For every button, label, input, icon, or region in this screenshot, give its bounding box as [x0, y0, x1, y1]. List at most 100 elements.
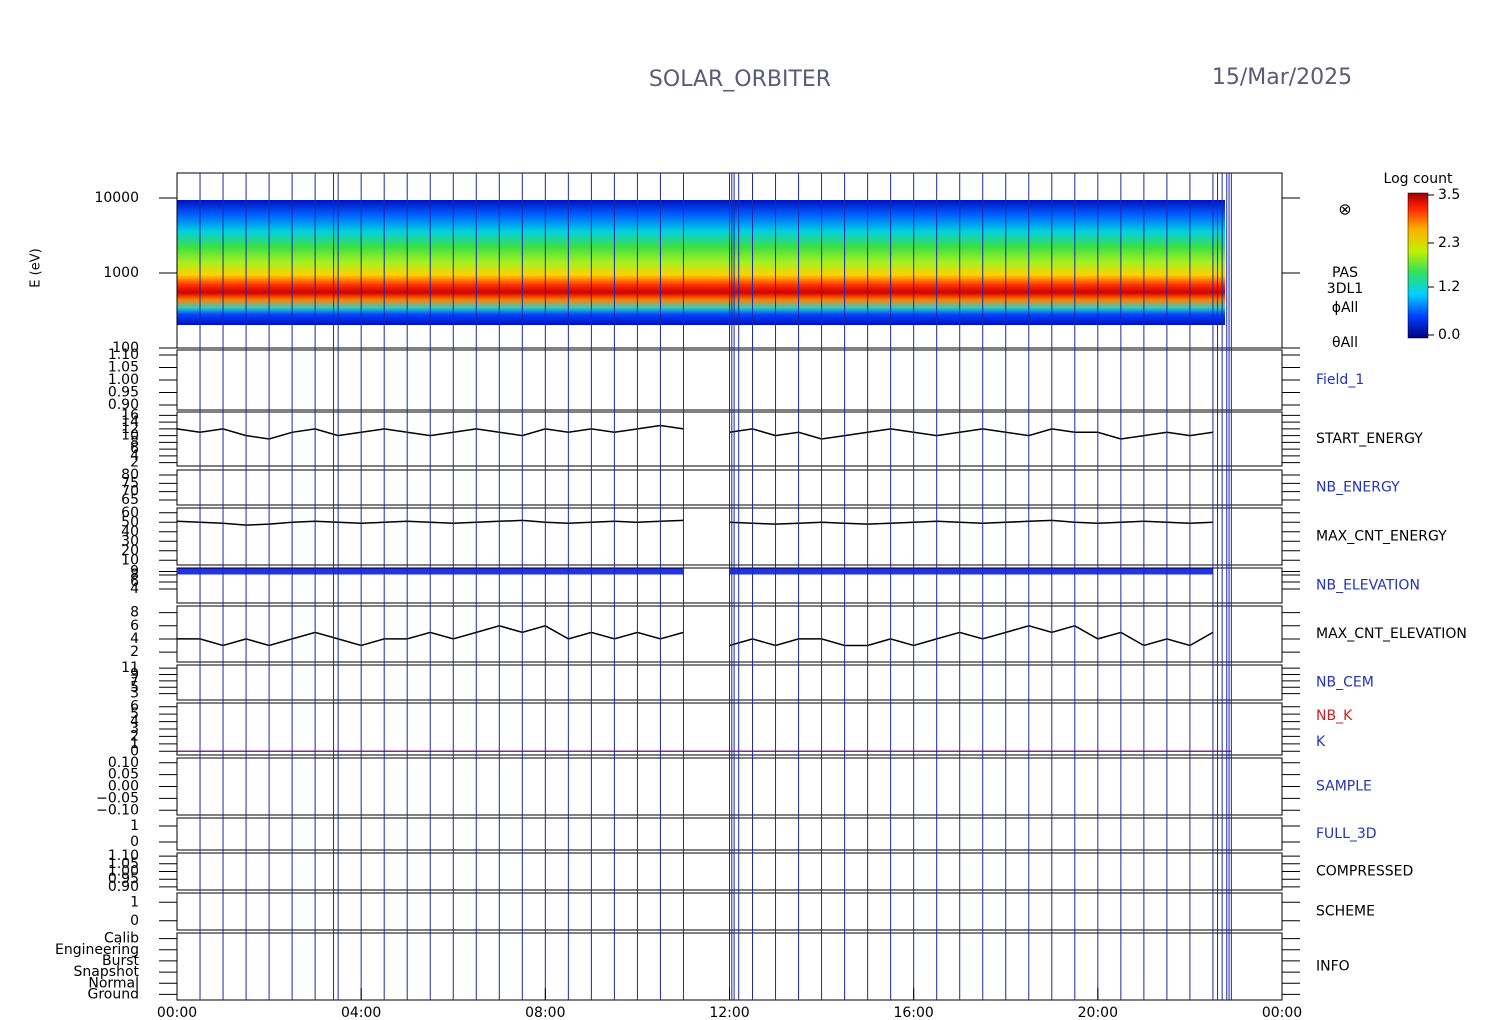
- y-tick-label: Snapshot: [74, 964, 140, 980]
- y-tick-label: 0: [130, 834, 139, 850]
- panel-label: SAMPLE: [1316, 779, 1372, 795]
- y-tick-label: 2: [130, 455, 139, 471]
- x-tick-label: 12:00: [709, 1005, 749, 1020]
- y-tick-label: Calib: [104, 931, 139, 947]
- symbol: ⊗: [1338, 200, 1351, 219]
- panel-label: NB_ENERGY: [1316, 480, 1400, 496]
- y-tick-label: 10000: [94, 190, 139, 206]
- y-tick-label: 1: [130, 894, 139, 910]
- y-tick-label: 1.00: [108, 372, 139, 388]
- y-tick-label: 6: [130, 699, 139, 715]
- y-tick-label: 1000: [103, 265, 139, 281]
- panel-label: Field_1: [1316, 372, 1364, 388]
- trace: [729, 624, 1214, 647]
- y-tick-label: 11: [121, 660, 139, 676]
- x-tick-label: 00:00: [157, 1005, 197, 1020]
- y-tick-label: 6: [130, 618, 139, 634]
- y-tick-label: Normal: [88, 975, 139, 991]
- colorbar-tick-label: 0.0: [1438, 327, 1460, 343]
- panel-label: SCHEME: [1316, 904, 1375, 920]
- y-tick-label: 8: [130, 605, 139, 621]
- panel-label: START_ENERGY: [1316, 431, 1423, 447]
- y-tick-label: 1.00: [108, 864, 139, 880]
- y-tick-label: 9: [130, 564, 139, 580]
- y-tick-label: 0.00: [108, 779, 139, 795]
- y-tick-label: 1: [130, 736, 139, 752]
- y-tick-label: 0.90: [108, 397, 139, 413]
- panel-label: FULL_3D: [1316, 826, 1377, 842]
- panel-label: NB_CEM: [1316, 675, 1374, 691]
- y-tick-label: 8: [130, 567, 139, 583]
- y-tick-label: 70: [121, 484, 139, 500]
- y-tick-label: 3: [130, 721, 139, 737]
- colorbar-tick-label: 1.2: [1438, 279, 1460, 295]
- panel-label: MAX_CNT_ELEVATION: [1316, 626, 1467, 642]
- y-tick-label: −0.10: [96, 802, 139, 818]
- y-tick-label: 4: [130, 448, 139, 464]
- y-tick-label: 3: [130, 686, 139, 702]
- y-tick-label: Ground: [88, 986, 140, 1002]
- y-tick-label: Engineering: [55, 942, 139, 958]
- y-tick-label: 10: [121, 552, 139, 568]
- x-tick-label: 04:00: [341, 1005, 381, 1020]
- y-tick-label: 50: [121, 514, 139, 530]
- instrument-label: ϕAll: [1332, 300, 1359, 316]
- x-tick-label: 20:00: [1078, 1005, 1118, 1020]
- y-tick-label: 0.90: [108, 879, 139, 895]
- y-tick-label: Burst: [102, 953, 140, 969]
- y-tick-label: 10: [121, 428, 139, 444]
- y-tick-label: 8: [130, 434, 139, 450]
- instrument-label: PAS: [1332, 265, 1358, 281]
- panel-label: INFO: [1316, 959, 1350, 975]
- y-tick-label: 40: [121, 524, 139, 540]
- y-tick-label: 6: [130, 441, 139, 457]
- y-tick-label: 0.95: [108, 871, 139, 887]
- title: SOLAR_ORBITER: [649, 67, 831, 92]
- date: 15/Mar/2025: [1212, 65, 1352, 90]
- y-axis-label: E (eV): [29, 248, 44, 287]
- instrument-label: 3DL1: [1327, 281, 1363, 297]
- colorbar-tick-label: 3.5: [1438, 187, 1460, 203]
- x-tick-label: 08:00: [525, 1005, 565, 1020]
- y-tick-label: 4: [130, 581, 139, 597]
- trace: [729, 519, 1213, 525]
- y-tick-label: 30: [121, 533, 139, 549]
- y-tick-label: 60: [121, 505, 139, 521]
- panel-label: COMPRESSED: [1316, 864, 1413, 880]
- instrument-label: θAll: [1332, 335, 1358, 351]
- y-tick-label: 1.05: [108, 360, 139, 376]
- panel-label: NB_K: [1316, 708, 1353, 724]
- y-tick-label: 0.95: [108, 385, 139, 401]
- y-tick-label: 7: [130, 673, 139, 689]
- y-tick-label: 9: [130, 667, 139, 683]
- y-tick-label: 6: [130, 574, 139, 590]
- trace: [729, 428, 1214, 440]
- y-tick-label: 5: [130, 679, 139, 695]
- y-tick-label: 2: [130, 728, 139, 744]
- colorbar-tick-label: 2.3: [1438, 235, 1460, 251]
- panel-label: MAX_CNT_ENERGY: [1316, 529, 1447, 545]
- y-tick-label: −0.05: [96, 790, 139, 806]
- y-tick-label: 20: [121, 543, 139, 559]
- y-tick-label: 80: [121, 467, 139, 483]
- x-tick-label: 00:00: [1262, 1005, 1302, 1020]
- y-tick-label: 16: [121, 407, 139, 423]
- y-tick-label: 4: [130, 631, 139, 647]
- y-tick-label: 1.05: [108, 856, 139, 872]
- y-tick-label: 1.10: [108, 848, 139, 864]
- spectrogram-image: [177, 200, 1225, 325]
- y-tick-label: 12: [121, 421, 139, 437]
- y-tick-label: 4: [130, 714, 139, 730]
- y-tick-label: 0: [130, 913, 139, 929]
- y-tick-label: 100: [112, 340, 139, 356]
- y-tick-label: 5: [130, 706, 139, 722]
- y-tick-label: 0.10: [108, 755, 139, 771]
- y-tick-label: 1: [130, 818, 139, 834]
- panel-label: K: [1316, 734, 1326, 750]
- panel-label: NB_ELEVATION: [1316, 578, 1420, 594]
- y-tick-label: 75: [121, 475, 139, 491]
- y-tick-label: 0: [130, 743, 139, 759]
- x-tick-label: 16:00: [893, 1005, 933, 1020]
- y-tick-label: 14: [121, 414, 139, 430]
